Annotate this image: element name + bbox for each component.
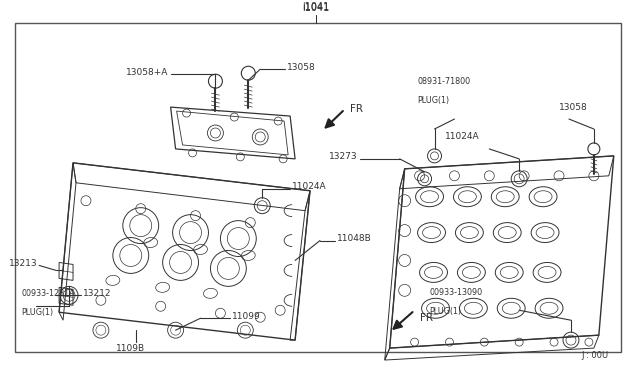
Text: i1041: i1041 [302,3,330,13]
Text: 13212: 13212 [83,289,111,298]
Text: FR: FR [420,313,433,323]
Text: 11099: 11099 [232,312,261,321]
Text: 11024A: 11024A [445,132,479,141]
Text: 13058: 13058 [559,103,588,112]
Text: J : 00U: J : 00U [582,351,609,360]
Text: 1109B: 1109B [116,344,145,353]
Text: 00933-13090: 00933-13090 [429,288,483,297]
Text: 00933-1281A: 00933-1281A [21,289,75,298]
Text: 13273: 13273 [329,153,358,161]
Text: 11048B: 11048B [337,234,372,243]
Text: PLUG(1): PLUG(1) [429,307,461,316]
Bar [15,23,621,352]
Text: PLUG(1): PLUG(1) [21,308,53,317]
Text: FR: FR [350,104,363,114]
Text: PLUG(1): PLUG(1) [417,96,450,105]
Text: 11024A: 11024A [292,182,327,191]
Text: 08931-71800: 08931-71800 [417,77,471,86]
Text: 13058: 13058 [287,63,316,72]
Text: i1041: i1041 [302,3,330,13]
Text: 13058+A: 13058+A [126,68,168,77]
Text: 13213: 13213 [8,259,37,268]
